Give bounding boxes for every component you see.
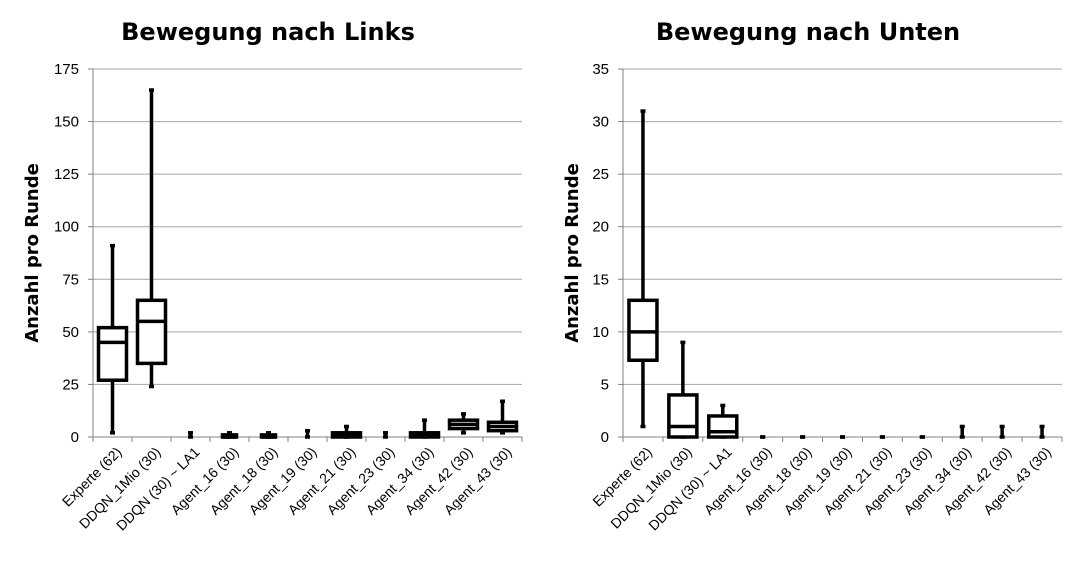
chart-panel-2: Bewegung nach Unten Anzahl pro Runde 0 5 10 1… bbox=[562, 18, 1063, 534]
chart-title: Bewegung nach Unten bbox=[656, 18, 960, 46]
box-plot-item bbox=[447, 412, 480, 435]
y-tick-label: 5 bbox=[601, 376, 609, 393]
y-tick-label: 35 bbox=[592, 61, 609, 78]
x-category-label: Agent_42 (30) bbox=[402, 444, 476, 518]
box-plot-item bbox=[188, 431, 193, 439]
box-plot-item bbox=[259, 431, 278, 439]
y-tick-label: 25 bbox=[62, 376, 79, 393]
box-plot-item bbox=[383, 431, 388, 439]
box-plot-item bbox=[135, 88, 168, 389]
x-category-label: Agent_19 (30) bbox=[246, 444, 320, 518]
chart-panel-1: Bewegung nach Links Anzahl pro Runde 0 25 50… bbox=[22, 18, 523, 534]
y-tick-label: 10 bbox=[592, 324, 609, 341]
box-plot-item bbox=[96, 243, 129, 435]
box-plot-item bbox=[408, 418, 441, 439]
box-plot-item bbox=[1039, 424, 1045, 439]
y-tick-label: 25 bbox=[592, 166, 609, 183]
y-tick-label: 75 bbox=[62, 271, 79, 288]
box-plot-item bbox=[959, 424, 965, 439]
box-plot-item bbox=[707, 403, 739, 439]
y-tick-label: 30 bbox=[592, 114, 609, 131]
x-category-label: Agent_16 (30) bbox=[168, 444, 242, 518]
y-axis-label: Anzahl pro Runde bbox=[22, 163, 43, 343]
box-plot-item bbox=[220, 431, 239, 439]
box-rect bbox=[135, 298, 168, 366]
x-category-label: Agent_21 (30) bbox=[285, 444, 359, 518]
y-axis-label: Anzahl pro Runde bbox=[562, 163, 583, 343]
box-plot-item bbox=[999, 424, 1005, 439]
x-category-label: Agent_43 (30) bbox=[441, 444, 515, 518]
chart-title: Bewegung nach Links bbox=[121, 18, 415, 46]
y-tick-label: 125 bbox=[54, 166, 79, 183]
y-tick-label: 20 bbox=[592, 219, 609, 236]
x-category-label: Agent_23 (30) bbox=[324, 444, 398, 518]
y-tick-label: 50 bbox=[62, 324, 79, 341]
box-rect bbox=[707, 414, 739, 439]
box-plot-item bbox=[330, 424, 363, 439]
box-rect bbox=[667, 393, 699, 439]
x-category-label: Agent_18 (30) bbox=[207, 444, 281, 518]
y-tick-label: 0 bbox=[601, 429, 609, 446]
y-tick-label: 0 bbox=[71, 429, 79, 446]
box-plot-item bbox=[627, 109, 659, 429]
y-tick-label: 15 bbox=[592, 271, 609, 288]
y-tick-label: 175 bbox=[54, 61, 79, 78]
box-rect bbox=[96, 325, 129, 382]
box-plot-item bbox=[486, 399, 519, 435]
x-category-label: Agent_34 (30) bbox=[363, 444, 437, 518]
box-plot-item bbox=[667, 340, 699, 439]
y-tick-label: 150 bbox=[54, 114, 79, 131]
y-tick-label: 100 bbox=[54, 219, 79, 236]
box-plot-item bbox=[305, 428, 310, 439]
